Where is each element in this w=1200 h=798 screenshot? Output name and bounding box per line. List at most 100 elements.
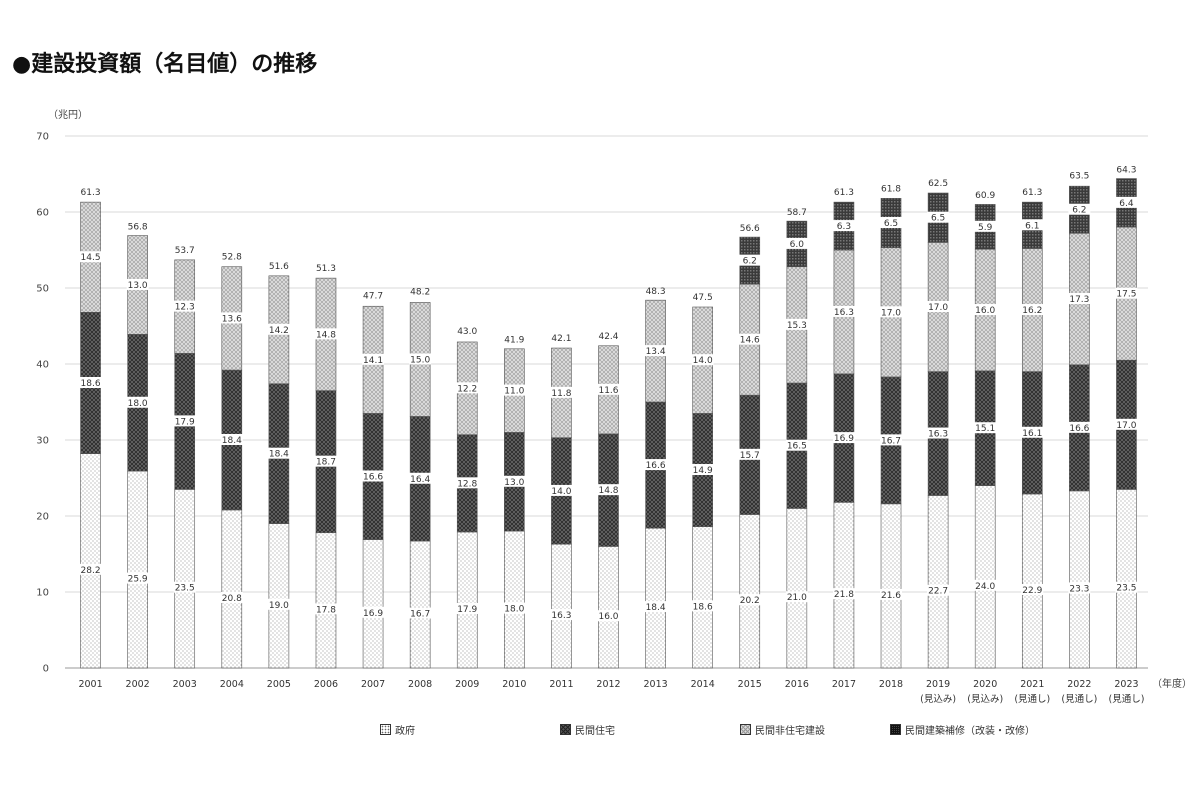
x-axis-label: （年度） [1152,677,1192,690]
total-label: 41.9 [504,336,524,346]
x-tick-sublabel: (見込み) [967,694,1003,705]
data-label-bg [173,300,196,312]
bar-segment-gov [551,543,572,669]
bar-segment-gov [268,523,290,669]
total-label: 61.3 [1022,188,1042,198]
data-label-nonresidential: 14.2 [269,326,289,336]
data-label-gov: 17.8 [316,605,336,615]
x-tick-sublabel: (見通し) [1061,694,1097,705]
bar-stack: 18.4 16.6 13.4 48.3 [644,287,667,669]
data-label-nonresidential: 13.4 [646,347,666,357]
total-label: 56.6 [740,224,760,234]
data-label-bg [880,434,903,446]
data-label-bg [314,328,337,340]
data-label-bg [503,384,526,396]
data-label-bg [644,345,667,357]
data-label-bg [126,572,149,584]
data-label-bg [126,396,149,408]
x-tick-label: 2004 [220,679,244,690]
bar-stack: 21.0 16.5 15.3 6.0 58.7 [785,208,808,669]
y-axis-label: （兆円） [48,109,88,121]
data-label-bg [550,386,573,398]
data-label-residential: 16.6 [1069,424,1089,434]
x-tick-label: 2002 [126,679,150,690]
bar-stack: 17.8 18.7 14.8 51.3 [314,264,337,669]
data-label-gov: 21.8 [834,590,854,600]
data-label-gov: 25.9 [128,575,148,585]
total-label: 61.8 [881,184,901,194]
data-label-residential: 18.7 [316,458,336,468]
x-tick-label: 2015 [738,679,762,690]
bar-stack: 25.9 18.0 13.0 56.8 [126,222,149,669]
y-axis: 0 10 20 30 40 50 60 70 [36,132,49,675]
data-label-gov: 18.0 [504,605,524,615]
data-label-bg [785,237,808,249]
data-label-bg [409,353,432,365]
x-tick-label: 2023 [1114,679,1138,690]
data-label-bg [1021,583,1044,595]
data-label-gov: 20.2 [740,596,760,606]
total-label: 53.7 [175,246,195,256]
x-tick-label: 2001 [78,679,102,690]
data-label-bg [314,455,337,467]
data-label-bg [597,383,620,395]
data-label-residential: 18.0 [128,399,148,409]
stacked-bar-chart: 0 10 20 30 40 50 60 70 28.2 18.6 14.5 61.3 25.9 18.0… [36,109,1192,705]
legend-swatch-repair [890,724,901,735]
data-label-repair: 6.5 [884,219,898,229]
data-label-bg [456,382,479,394]
bar-stack: 20.8 18.4 13.6 52.8 [220,253,243,669]
bar-stack: 18.6 14.9 14.0 47.5 [691,293,714,669]
bar-stack: 21.6 16.7 17.0 6.5 61.8 [880,184,903,669]
x-tick-label: 2022 [1067,679,1091,690]
data-label-gov: 18.6 [693,602,713,612]
bar-segment-gov [692,526,713,669]
legend-label-repair: 民間建築補修（改装・改修） [905,726,1035,737]
data-label-bg [974,422,997,434]
data-label-bg [785,439,808,451]
data-label-gov: 23.3 [1069,584,1089,594]
data-label-repair: 6.1 [1025,221,1039,231]
x-axis: 2001 2002 2003 2004 2005 2006 2007 2008 2009 2010… [78,679,1144,705]
data-label-bg [79,377,102,388]
data-label-nonresidential: 14.8 [316,330,336,340]
data-label-bg [173,581,196,593]
data-label-bg [738,448,761,460]
data-label-residential: 14.0 [551,487,571,497]
data-label-bg [220,312,243,324]
data-label-bg [503,602,526,614]
x-tick-label: 2016 [785,679,809,690]
x-tick-label: 2021 [1020,679,1044,690]
x-tick-label: 2019 [926,679,950,690]
bar-segment-gov [739,514,761,669]
data-label-residential: 12.8 [457,479,477,489]
data-label-bg [1021,304,1044,316]
data-label-bg [738,333,761,345]
data-label-nonresidential: 13.6 [222,314,242,324]
data-label-bg [503,475,526,487]
total-label: 48.3 [646,287,666,297]
data-label-bg [456,477,479,489]
data-label-residential: 16.6 [363,472,383,482]
data-label-gov: 22.7 [928,587,948,597]
y-tick-label: 40 [36,360,49,371]
data-label-bg [785,318,808,330]
data-label-nonresidential: 16.3 [834,308,854,318]
data-label-bg [1068,421,1091,433]
bar-stack: 16.9 16.6 14.1 47.7 [362,291,385,669]
bar-segment-gov [645,527,666,669]
data-label-residential: 16.6 [646,461,666,471]
data-label-bg [927,301,950,312]
data-label-gov: 22.9 [1022,586,1042,596]
data-label-nonresidential: 14.5 [81,253,101,263]
x-tick-sublabel: (見込み) [920,694,956,705]
data-label-gov: 23.5 [1116,584,1136,594]
data-label-bg [220,591,243,603]
legend-label-gov: 政府 [395,726,415,737]
total-label: 51.3 [316,264,336,274]
x-tick-label: 2009 [455,679,479,690]
data-label-gov: 28.2 [81,566,101,576]
bar-stack: 20.2 15.7 14.6 6.2 56.6 [738,224,761,669]
bar-stack: 23.5 17.0 17.5 6.4 64.3 [1115,165,1138,669]
total-label: 51.6 [269,262,289,272]
